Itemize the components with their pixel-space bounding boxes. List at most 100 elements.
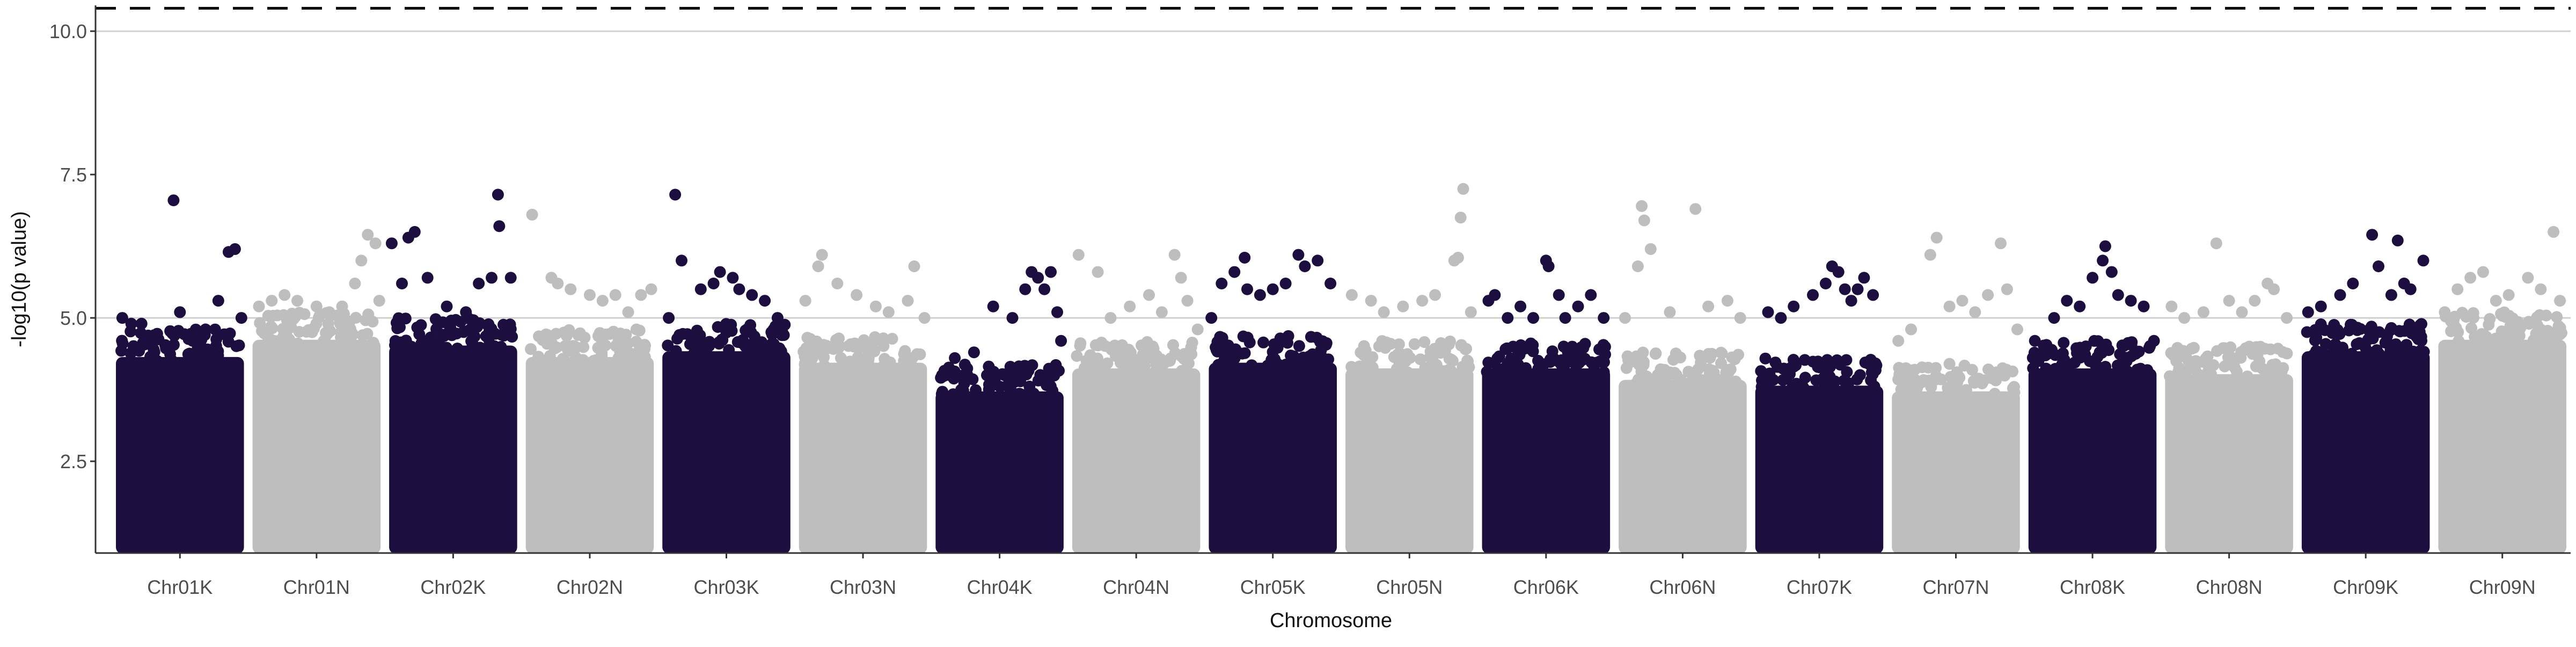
- snp-point: [233, 339, 245, 352]
- x-tick-label: Chr07N: [1922, 576, 1989, 598]
- snp-point: [125, 347, 137, 359]
- snp-point: [1268, 338, 1280, 351]
- snp-point: [1279, 278, 1292, 289]
- snp-point: [2061, 295, 2073, 307]
- snp-point: [983, 360, 995, 373]
- snp-point: [473, 278, 485, 289]
- snp-point: [2552, 320, 2565, 332]
- snp-point: [1597, 339, 1609, 351]
- x-tick-label: Chr04N: [1103, 576, 1169, 598]
- chromosome-group-Chr06N: [1619, 200, 1747, 554]
- snp-point: [756, 336, 768, 348]
- snp-point: [1851, 283, 1864, 295]
- snp-point: [323, 306, 335, 318]
- snp-point: [2404, 283, 2417, 295]
- snp-point: [2359, 341, 2372, 354]
- snp-point: [899, 354, 912, 366]
- snp-bulk: [1619, 380, 1747, 554]
- snp-point: [167, 194, 180, 207]
- snp-point: [2257, 362, 2269, 375]
- snp-point: [1136, 339, 1147, 352]
- snp-point: [1267, 283, 1279, 295]
- snp-point: [1092, 266, 1104, 278]
- snp-point: [2337, 341, 2348, 354]
- snp-point: [441, 300, 453, 312]
- snp-point: [622, 306, 634, 318]
- snp-point: [1032, 374, 1044, 387]
- snp-point: [983, 383, 995, 396]
- x-tick-label: Chr06K: [1513, 576, 1579, 598]
- snp-point: [1726, 351, 1738, 364]
- snp-point: [1283, 360, 1296, 372]
- snp-bulk: [2165, 374, 2293, 554]
- snp-point: [1243, 336, 1256, 348]
- snp-point: [349, 278, 361, 289]
- snp-point: [2226, 352, 2238, 364]
- snp-point: [310, 317, 323, 330]
- chromosome-group-Chr03N: [797, 249, 931, 554]
- x-tick-label: Chr06N: [1649, 576, 1716, 598]
- snp-point: [408, 226, 421, 238]
- snp-point: [1943, 358, 1956, 370]
- snp-point: [2528, 334, 2540, 346]
- snp-point: [373, 295, 385, 307]
- snp-point: [310, 300, 323, 312]
- snp-bulk: [2438, 339, 2566, 554]
- snp-point: [1175, 272, 1187, 284]
- snp-point: [2385, 289, 2397, 301]
- snp-point: [430, 323, 442, 335]
- snp-point: [1832, 357, 1844, 369]
- snp-point: [1734, 312, 1746, 324]
- snp-point: [2259, 343, 2271, 355]
- snp-point: [1091, 362, 1103, 375]
- snp-point: [1664, 366, 1676, 379]
- snp-point: [2281, 312, 2293, 324]
- snp-point: [2026, 352, 2039, 364]
- snp-point: [495, 341, 507, 353]
- snp-point: [174, 306, 186, 318]
- snp-point: [222, 336, 235, 348]
- snp-point: [1702, 300, 1715, 312]
- snp-point: [1414, 353, 1426, 366]
- snp-point: [2537, 336, 2550, 348]
- snp-point: [1175, 350, 1188, 362]
- snp-point: [356, 329, 369, 341]
- snp-bulk: [662, 351, 791, 554]
- snp-point: [2346, 318, 2358, 331]
- snp-point: [1454, 212, 1467, 224]
- snp-point: [714, 266, 726, 278]
- x-tick-label: Chr01N: [283, 576, 350, 598]
- snp-point: [485, 323, 497, 335]
- snp-point: [1282, 337, 1293, 349]
- snp-point: [1924, 249, 1936, 261]
- snp-point: [355, 255, 368, 267]
- snp-point: [1997, 367, 2009, 379]
- snp-point: [1032, 272, 1044, 284]
- snp-point: [663, 312, 675, 324]
- snp-point: [1043, 362, 1055, 375]
- x-tick-label: Chr05N: [1376, 576, 1443, 598]
- snp-point: [544, 350, 556, 362]
- snp-point: [2249, 295, 2261, 307]
- snp-point: [210, 333, 223, 345]
- snp-point: [713, 338, 725, 350]
- snp-point: [2029, 335, 2041, 347]
- snp-point: [1832, 266, 1845, 278]
- snp-point: [1452, 251, 1464, 264]
- snp-point: [200, 323, 211, 336]
- snp-point: [262, 310, 274, 322]
- snp-point: [2099, 361, 2112, 373]
- snp-point: [1790, 359, 1802, 372]
- snp-point: [458, 325, 470, 338]
- snp-point: [1072, 249, 1085, 261]
- x-tick-label: Chr07K: [1787, 576, 1852, 598]
- snp-point: [1703, 367, 1716, 379]
- snp-point: [1155, 306, 1168, 318]
- snp-point: [1045, 266, 1057, 278]
- snp-point: [2301, 326, 2313, 338]
- snp-point: [421, 272, 434, 284]
- x-tick-label: Chr08K: [2060, 576, 2125, 598]
- snp-point: [1119, 352, 1131, 365]
- snp-point: [590, 354, 602, 366]
- snp-point: [1839, 283, 1851, 295]
